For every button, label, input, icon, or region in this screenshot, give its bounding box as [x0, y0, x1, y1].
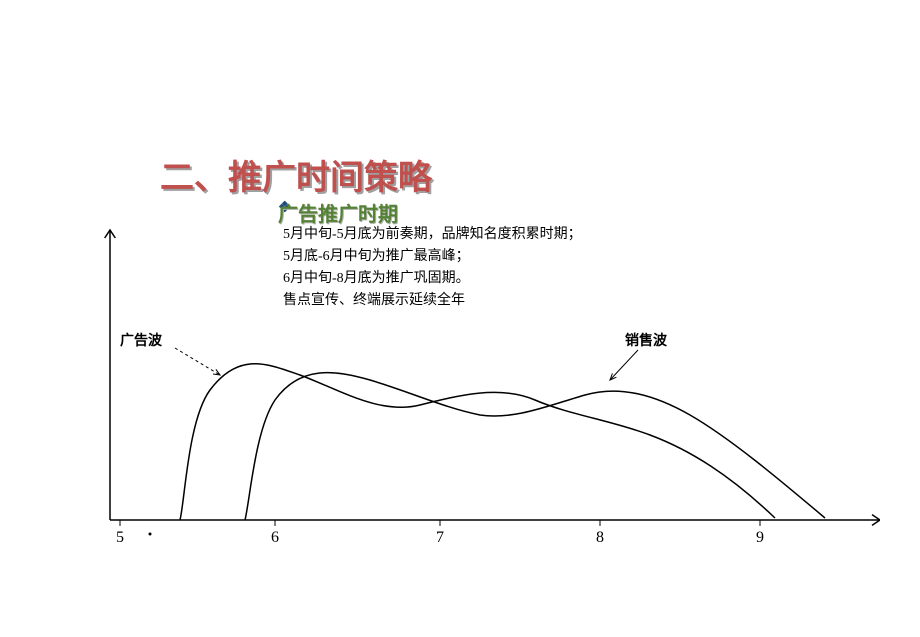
chart-container: 5 6 7 8 9 广告波 销售波: [80, 220, 880, 550]
svg-text:8: 8: [596, 529, 604, 546]
svg-text:7: 7: [436, 529, 444, 546]
svg-text:6: 6: [271, 529, 279, 546]
svg-text:5: 5: [116, 529, 124, 546]
advertising-curve-label: 广告波: [120, 330, 162, 350]
sales-curve-label: 销售波: [625, 330, 667, 350]
chart-svg: 5 6 7 8 9: [80, 220, 880, 550]
title-text: 二、推广时间策略: [160, 150, 432, 199]
svg-text:9: 9: [756, 529, 764, 546]
